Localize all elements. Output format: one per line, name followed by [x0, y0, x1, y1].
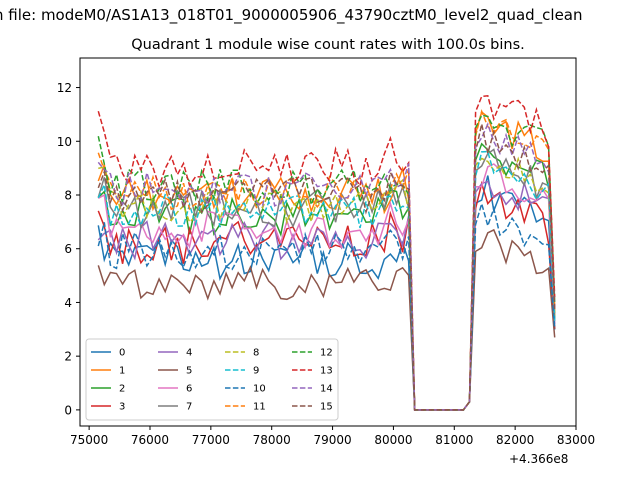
legend-label-14: 14 [320, 384, 333, 395]
series-line-0 [97, 175, 556, 411]
legend-label-10: 10 [253, 384, 266, 395]
x-tick-label: 76000 [131, 433, 169, 447]
legend-label-7: 7 [186, 402, 192, 413]
series-line-15 [97, 123, 556, 411]
y-tick-label: 8 [64, 188, 72, 202]
series-line-3 [97, 180, 556, 411]
legend-label-9: 9 [253, 366, 259, 377]
legend-label-4: 4 [186, 348, 192, 359]
series-line-6 [97, 163, 556, 411]
x-tick-label: 80000 [374, 433, 412, 447]
x-tick-label: 77000 [192, 433, 230, 447]
x-axis: 75000 76000 77000 78000 79000 80000 81000 82000… [70, 426, 595, 447]
x-tick-label: 83000 [557, 433, 595, 447]
legend-label-11: 11 [253, 402, 266, 413]
series-line-2 [97, 142, 556, 411]
legend-label-1: 1 [119, 366, 125, 377]
legend-label-0: 0 [119, 348, 125, 359]
series-line-5 [97, 228, 556, 411]
legend-label-15: 15 [320, 402, 333, 413]
y-tick-label: 10 [57, 135, 72, 149]
series-line-1 [97, 110, 556, 411]
legend-label-8: 8 [253, 348, 259, 359]
series-line-10 [97, 200, 556, 411]
series-layer [97, 94, 556, 411]
legend-label-13: 13 [320, 366, 333, 377]
series-line-9 [97, 150, 556, 411]
chart-title: Quadrant 1 module wise count rates with … [131, 37, 525, 53]
y-tick-label: 6 [64, 242, 72, 256]
x-tick-label: 75000 [70, 433, 108, 447]
x-axis-offset-label: +4.366e8 [509, 452, 569, 466]
x-tick-label: 78000 [253, 433, 291, 447]
y-tick-label: 4 [64, 296, 72, 310]
series-line-11 [97, 108, 556, 411]
legend-label-12: 12 [320, 348, 333, 359]
x-tick-label: 81000 [435, 433, 473, 447]
legend-label-2: 2 [119, 384, 125, 395]
x-tick-label: 82000 [496, 433, 534, 447]
legend-label-3: 3 [119, 402, 125, 413]
legend-label-6: 6 [186, 384, 192, 395]
series-line-12 [97, 114, 556, 411]
y-tick-label: 2 [64, 350, 72, 364]
legend-box [85, 338, 339, 421]
axes-frame [79, 57, 577, 427]
legend-label-5: 5 [186, 366, 192, 377]
y-axis: 0 2 4 6 8 10 12 [57, 81, 80, 417]
y-tick-label: 12 [57, 81, 72, 95]
y-tick-label: 0 [64, 403, 72, 417]
x-tick-label: 79000 [313, 433, 351, 447]
